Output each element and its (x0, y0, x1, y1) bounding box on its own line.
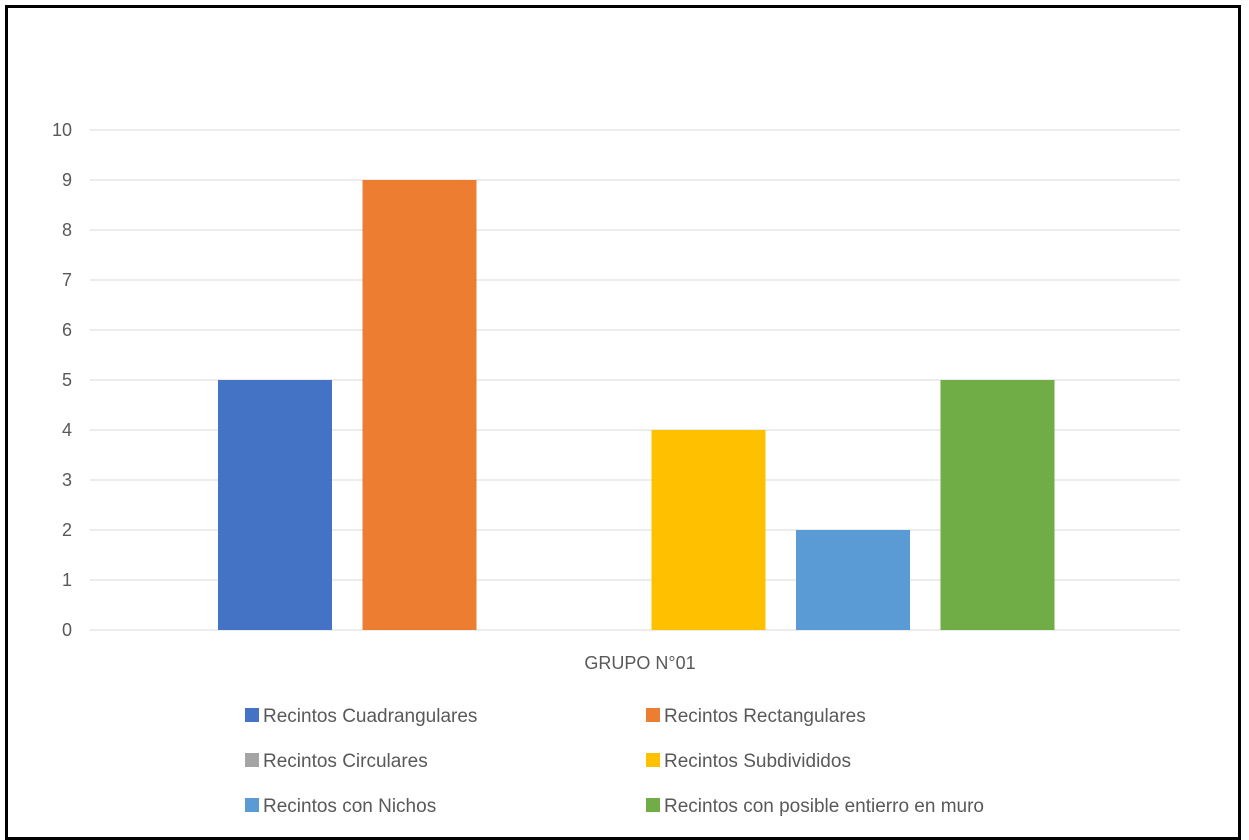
x-category-label: GRUPO N°01 (584, 653, 695, 673)
legend-swatch (646, 753, 660, 767)
legend-swatch (646, 798, 660, 812)
legend-swatch (245, 753, 259, 767)
bar-recintos-con-posible-entierro-en-muro (940, 380, 1055, 630)
legend-swatch (245, 708, 259, 722)
y-tick-label: 5 (62, 370, 72, 390)
y-tick-label: 2 (62, 520, 72, 540)
bar-recintos-rectangulares (362, 180, 477, 630)
legend-swatch (646, 708, 660, 722)
y-tick-label: 9 (62, 170, 72, 190)
y-tick-label: 1 (62, 570, 72, 590)
x-axis-categories: GRUPO N°01 (584, 653, 695, 673)
bars (218, 180, 1055, 630)
legend: Recintos Cuadrangulares Recintos Rectangu… (245, 706, 984, 817)
y-tick-label: 8 (62, 220, 72, 240)
y-tick-label: 3 (62, 470, 72, 490)
bar-recintos-cuadrangulares (218, 380, 332, 630)
legend-label: Recintos con posible entierro en muro (664, 796, 984, 817)
legend-label: Recintos Circulares (263, 751, 428, 772)
y-tick-label: 7 (62, 270, 72, 290)
legend-label: Recintos con Nichos (263, 796, 436, 817)
y-tick-label: 0 (62, 620, 72, 640)
legend-label: Recintos Subdivididos (664, 751, 851, 772)
bar-recintos-subdivididos (651, 430, 766, 630)
legend-label: Recintos Cuadrangulares (263, 706, 477, 727)
y-tick-label: 10 (52, 120, 72, 140)
y-tick-label: 6 (62, 320, 72, 340)
bar-recintos-con-nichos (796, 530, 910, 630)
legend-swatch (245, 798, 259, 812)
y-tick-label: 4 (62, 420, 72, 440)
legend-label: Recintos Rectangulares (664, 706, 866, 727)
y-axis-ticks: 0 1 2 3 4 5 6 7 8 9 10 (52, 120, 72, 640)
